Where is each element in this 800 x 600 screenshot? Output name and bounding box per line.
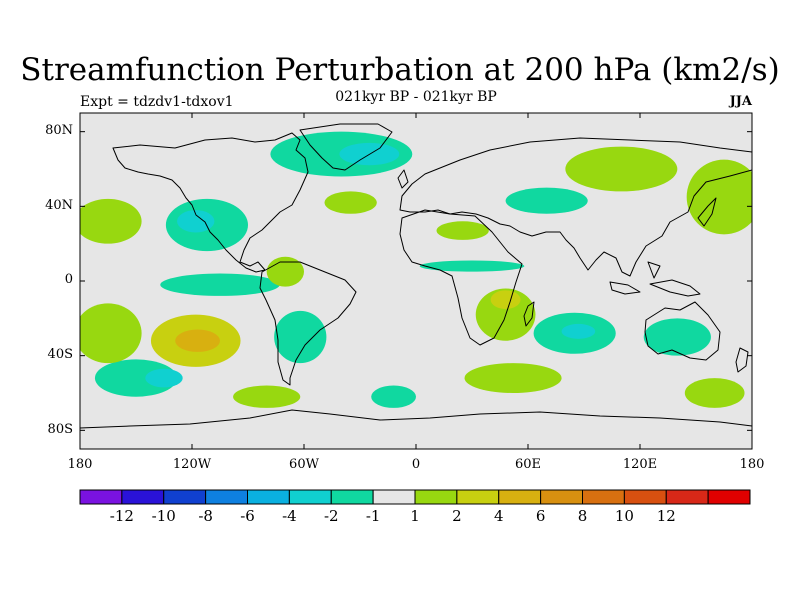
contour-region-neg-8: [371, 385, 416, 408]
colorbar-label-8: 2: [452, 507, 462, 525]
lat-label-80s: 80S: [47, 422, 73, 437]
plot-title: Streamfunction Perturbation at 200 hPa (…: [20, 52, 780, 88]
lon-label-120w: 120W: [172, 457, 212, 472]
colorbar-label-3: -6: [240, 507, 255, 525]
lat-label-eq: 0: [64, 272, 73, 287]
lat-label-80n: 80N: [45, 123, 73, 138]
coastline-new-zealand: [735, 347, 749, 373]
coastline-madagascar: [523, 301, 535, 327]
coastline-south-america: [259, 261, 357, 386]
colorbar-swatch-4: [247, 489, 290, 505]
contour-region-pos-11: [80, 303, 142, 364]
colorbar-swatch-11: [540, 489, 583, 505]
contour-region-pos-10: [80, 198, 142, 244]
contour-region-pos-24: [233, 385, 301, 408]
coastline-japan: [697, 197, 717, 227]
contour-region-neg-12: [145, 368, 183, 388]
colorbar: [79, 489, 751, 505]
colorbar-label-0: -12: [109, 507, 134, 525]
colorbar-label-6: -1: [365, 507, 381, 525]
coastline-australia: [644, 301, 721, 361]
colorbar-swatch-12: [582, 489, 625, 505]
lon-label-120e: 120E: [622, 457, 658, 472]
contour-region-neg-7: [643, 318, 711, 356]
contour-region-neg-0: [94, 359, 178, 397]
contour-region-pos-27: [175, 329, 221, 352]
coastline-africa: [399, 209, 523, 346]
colorbar-swatch-13: [623, 489, 667, 505]
colorbar-swatch-8: [414, 489, 458, 505]
x-axis-ticks: [79, 113, 753, 449]
lon-label-180e: 180: [739, 457, 765, 472]
coastlines: [80, 123, 752, 429]
colorbar-swatch-9: [456, 489, 500, 505]
colorbar-swatch-2: [163, 489, 207, 505]
contour-region-neg-3: [274, 310, 327, 364]
colorbar-label-5: -2: [323, 507, 339, 525]
colorbar-swatch-1: [121, 489, 165, 505]
colorbar-swatch-3: [205, 489, 248, 505]
colorbar-swatch-7: [372, 489, 416, 505]
contour-region-pos-22: [464, 363, 562, 394]
plot-subtitle: 021kyr BP - 021kyr BP: [335, 89, 497, 105]
colorbar-swatch-10: [498, 489, 542, 505]
y-axis-ticks: [80, 131, 752, 431]
contour-region-pos-17: [565, 146, 678, 192]
lat-label-40n: 40N: [45, 198, 73, 213]
contour-region-pos-23: [684, 378, 745, 408]
coastline-maritime-continent: [609, 261, 701, 297]
streamfunction-field: [80, 131, 752, 408]
contour-region-pos-16: [324, 191, 377, 214]
contour-region-pos-26: [490, 290, 521, 309]
colorbar-label-2: -8: [198, 507, 213, 525]
coastline-greenland: [299, 123, 393, 171]
colorbar-label-13: 12: [656, 507, 676, 525]
coastline-eurasia: [399, 137, 752, 277]
coastline-north-america: [112, 132, 309, 273]
colorbar-swatch-6: [330, 489, 374, 505]
contour-region-neg-13: [177, 210, 215, 233]
colorbar-label-1: -10: [151, 507, 176, 525]
colorbar-label-11: 8: [577, 507, 588, 525]
colorbar-label-12: 10: [614, 507, 634, 525]
contour-region-neg-9: [419, 260, 525, 272]
colorbar-label-4: -4: [282, 507, 297, 525]
lon-label-60w: 60W: [289, 457, 319, 472]
lat-label-40s: 40S: [47, 347, 73, 362]
contour-region-pos-14: [266, 256, 305, 287]
season-label: JJA: [729, 94, 752, 109]
lon-label-180w: 180: [67, 457, 93, 472]
colorbar-swatch-0: [79, 489, 123, 505]
coastline-britain: [397, 169, 409, 189]
colorbar-swatch-15: [707, 489, 751, 505]
contour-region-pos-18: [686, 159, 752, 235]
colorbar-swatch-5: [288, 489, 332, 505]
contour-region-pos-19: [436, 221, 489, 240]
contour-region-neg-5: [505, 187, 588, 214]
contour-region-neg-2: [160, 273, 280, 296]
lon-label-0: 0: [411, 457, 421, 472]
coastline-antarctica: [80, 409, 752, 429]
colorbar-label-10: 6: [535, 507, 546, 525]
colorbar-label-7: 1: [410, 507, 420, 525]
lon-label-60e: 60E: [514, 457, 542, 472]
colorbar-swatch-14: [665, 489, 709, 505]
experiment-label: Expt = tdzdv1-tdxov1: [80, 94, 234, 110]
colorbar-label-9: 4: [493, 507, 504, 525]
contour-region-neg-21: [561, 323, 596, 339]
